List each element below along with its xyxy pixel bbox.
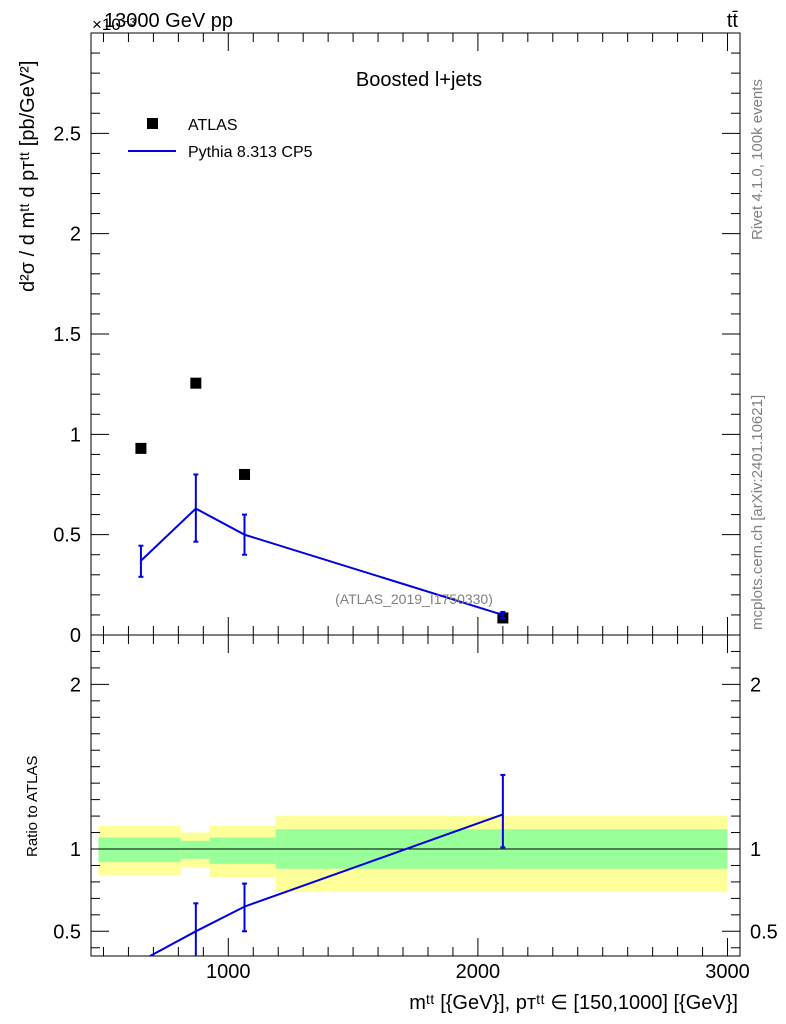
- ratio-ytick-label: 1: [70, 839, 81, 861]
- xtick-label: 1000: [206, 961, 251, 983]
- axis-ticks: [91, 33, 740, 956]
- ratio-ytick-label-right: 2: [750, 674, 761, 696]
- main-ytick-label: 0.5: [53, 525, 81, 547]
- pythia-line: [140, 507, 504, 616]
- y-axis-title-ratio: Ratio to ATLAS: [24, 756, 41, 857]
- atlas-data-point: [135, 442, 147, 454]
- atlas-data-point: [190, 377, 202, 389]
- mcplots-label: mcplots.cern.ch [arXiv:2401.10621]: [749, 395, 766, 630]
- process-label: tt̄: [727, 10, 739, 32]
- energy-label: 13000 GeV pp: [104, 10, 233, 32]
- xtick-label: 2000: [456, 961, 501, 983]
- legend-atlas-label: ATLAS: [188, 117, 238, 134]
- ratio-ytick-label: 0.5: [53, 921, 81, 943]
- x-axis-title: mᵗᵗ [{GeV}], pᴛᵗᵗ ∈ [150,1000] [{GeV}]: [409, 992, 738, 1014]
- legend-atlas-marker: [147, 118, 158, 129]
- legend-title: Boosted l+jets: [356, 69, 482, 91]
- ratio-ytick-label: 2: [70, 674, 81, 696]
- band-inner-2: [209, 837, 276, 864]
- main-ytick-label: 1: [70, 424, 81, 446]
- band-inner-1: [180, 840, 210, 859]
- legend-pythia-label: Pythia 8.313 CP5: [188, 144, 313, 161]
- ratio-ytick-label-right: 1: [750, 839, 761, 861]
- main-ytick-label-zero: 0: [70, 625, 81, 647]
- ratio-pythia-line: [149, 813, 504, 957]
- ratio-uncertainty-bands: [91, 816, 740, 892]
- xtick-label: 3000: [705, 961, 750, 983]
- main-ytick-label: 2: [70, 224, 81, 246]
- analysis-id-label: (ATLAS_2019_I1750330): [335, 591, 493, 607]
- main-ytick-label: 1.5: [53, 324, 81, 346]
- exponent-label: ×10⁻³: [92, 15, 136, 34]
- atlas-data-point: [239, 468, 251, 480]
- data-marks: [135, 377, 509, 957]
- y-axis-title-main: d²σ / d mᵗᵗ d pᴛᵗᵗ [pb/GeV²]: [17, 61, 39, 292]
- main-ytick-label: 2.5: [53, 123, 81, 145]
- ratio-ytick-label-right: 0.5: [750, 921, 778, 943]
- band-inner-0: [98, 837, 181, 863]
- rivet-info-label: Rivet 4.1.0, 100k events: [749, 79, 766, 240]
- ratio-panel-frame: [90, 634, 741, 957]
